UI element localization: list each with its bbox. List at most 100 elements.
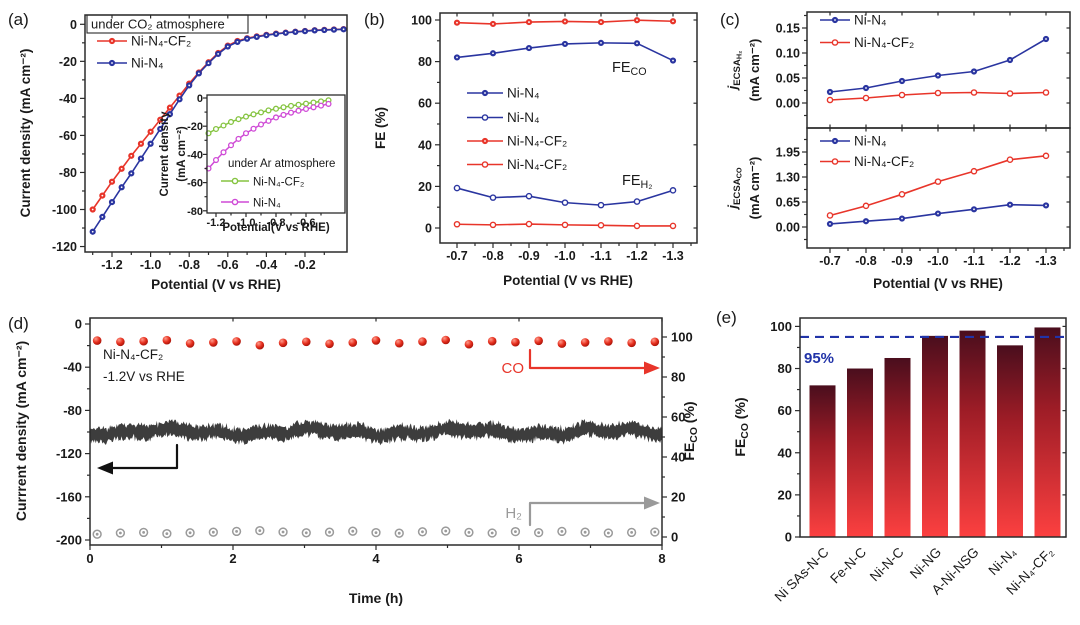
svg-text:40: 40 <box>418 138 432 152</box>
svg-text:Ni-N₄: Ni-N₄ <box>854 133 887 148</box>
svg-text:Potential (V vs RHE): Potential (V vs RHE) <box>873 276 1003 291</box>
svg-text:Ni-N₄-CF₂: Ni-N₄-CF₂ <box>507 157 567 172</box>
svg-text:2: 2 <box>229 551 236 566</box>
svg-text:-0.6: -0.6 <box>297 217 316 229</box>
svg-text:20: 20 <box>778 487 792 502</box>
svg-text:60: 60 <box>418 97 432 111</box>
svg-text:-1.0: -1.0 <box>237 217 256 229</box>
svg-text:0: 0 <box>197 93 203 105</box>
svg-text:-20: -20 <box>59 55 77 69</box>
svg-text:Ni-N₄-CF₂: Ni-N₄-CF₂ <box>131 33 191 48</box>
svg-text:Ni-N-C: Ni-N-C <box>867 544 907 584</box>
svg-text:FECO: FECO <box>612 60 647 78</box>
svg-text:-0.9: -0.9 <box>518 249 540 263</box>
svg-text:Ni-N₄: Ni-N₄ <box>507 85 540 100</box>
svg-text:CO: CO <box>502 360 525 377</box>
svg-text:-0.7: -0.7 <box>446 249 468 263</box>
svg-text:Potential (V vs RHE): Potential (V vs RHE) <box>503 273 633 288</box>
svg-text:Ni-N₄-CF₂: Ni-N₄-CF₂ <box>854 35 914 50</box>
svg-text:-1.0: -1.0 <box>554 249 576 263</box>
svg-text:-80: -80 <box>187 206 203 218</box>
svg-text:100: 100 <box>411 14 432 28</box>
svg-text:(mA cm⁻²): (mA cm⁻²) <box>747 39 762 102</box>
svg-text:0: 0 <box>86 551 93 566</box>
panel-e-bar-chart: 0 20 40 60 80 100 FECO (%) 95% Ni SAs-N-C Fe-N-C N… <box>700 305 1080 625</box>
panel-b-fe-chart: -0.7 -0.8 -0.9 -1.0 -1.1 -1.2 -1.3 0 20 40 60 80 100… <box>360 0 720 305</box>
svg-text:Fe-N-C: Fe-N-C <box>827 544 869 586</box>
svg-text:-40: -40 <box>63 360 82 375</box>
svg-text:-0.6: -0.6 <box>217 258 239 272</box>
svg-text:-0.8: -0.8 <box>482 249 504 263</box>
svg-text:-160: -160 <box>56 489 82 504</box>
svg-text:0.05: 0.05 <box>776 72 800 86</box>
svg-text:Current density (mA cm⁻²): Current density (mA cm⁻²) <box>18 49 33 218</box>
svg-text:Ni-N₄-CF₂: Ni-N₄-CF₂ <box>854 154 914 169</box>
svg-text:-40: -40 <box>187 149 203 161</box>
svg-text:-100: -100 <box>52 203 77 217</box>
svg-text:100: 100 <box>770 319 792 334</box>
svg-text:-60: -60 <box>59 129 77 143</box>
svg-text:-1.1: -1.1 <box>963 254 985 268</box>
svg-text:(mA cm⁻²): (mA cm⁻²) <box>747 157 762 220</box>
svg-text:Time (h): Time (h) <box>349 590 403 606</box>
svg-text:Ni SAs-N-C: Ni SAs-N-C <box>772 544 832 604</box>
svg-text:-0.2: -0.2 <box>294 258 316 272</box>
svg-text:Ni-N₄: Ni-N₄ <box>131 55 164 70</box>
svg-text:-1.2: -1.2 <box>999 254 1021 268</box>
svg-text:FECO (%): FECO (%) <box>732 397 751 456</box>
svg-text:Ni-N₄: Ni-N₄ <box>507 110 540 125</box>
svg-text:-0.4: -0.4 <box>256 258 278 272</box>
svg-text:-1.2: -1.2 <box>207 217 226 229</box>
svg-text:Potential (V vs RHE): Potential (V vs RHE) <box>151 277 281 292</box>
svg-text:H₂: H₂ <box>505 505 522 522</box>
svg-text:0: 0 <box>671 530 678 545</box>
panel-label-e: (e) <box>716 308 737 327</box>
svg-text:20: 20 <box>418 180 432 194</box>
svg-text:-120: -120 <box>56 446 82 461</box>
svg-text:-1.2: -1.2 <box>101 258 123 272</box>
svg-text:80: 80 <box>671 370 685 385</box>
panel-label-a: (a) <box>8 10 29 29</box>
svg-text:0.00: 0.00 <box>776 221 800 235</box>
svg-text:-80: -80 <box>63 403 82 418</box>
svg-text:-1.3: -1.3 <box>1035 254 1057 268</box>
svg-text:4: 4 <box>372 551 380 566</box>
svg-text:Current density: Current density <box>159 111 171 197</box>
svg-text:80: 80 <box>778 361 792 376</box>
svg-text:Ni-N₄-CF₂: Ni-N₄-CF₂ <box>103 347 163 362</box>
svg-text:FEH₂: FEH₂ <box>622 173 652 191</box>
svg-text:20: 20 <box>671 490 685 505</box>
svg-text:Currrent density (mA cm⁻²): Currrent density (mA cm⁻²) <box>13 341 29 521</box>
svg-text:-1.2: -1.2 <box>626 249 648 263</box>
svg-text:Ni-N₄: Ni-N₄ <box>854 12 887 27</box>
svg-text:-1.3: -1.3 <box>662 249 684 263</box>
svg-text:FECO (%): FECO (%) <box>681 401 700 460</box>
svg-text:-1.0: -1.0 <box>927 254 949 268</box>
svg-text:60: 60 <box>778 403 792 418</box>
svg-text:jECSACO: jECSACO <box>725 167 743 211</box>
svg-text:-0.8: -0.8 <box>178 258 200 272</box>
svg-text:Ni-N₄-CF₂: Ni-N₄-CF₂ <box>507 133 567 148</box>
svg-text:Ni-N₄: Ni-N₄ <box>986 545 1020 579</box>
svg-text:1.30: 1.30 <box>776 171 800 185</box>
svg-text:-60: -60 <box>187 178 203 190</box>
svg-text:0.10: 0.10 <box>776 47 800 61</box>
svg-text:-0.9: -0.9 <box>891 254 913 268</box>
panel-label-c: (c) <box>720 10 740 29</box>
svg-text:40: 40 <box>671 450 685 465</box>
svg-text:-1.0: -1.0 <box>140 258 162 272</box>
panel-label-d: (d) <box>8 314 29 333</box>
svg-text:8: 8 <box>658 551 665 566</box>
svg-text:-20: -20 <box>187 121 203 133</box>
svg-text:under Ar atmosphere: under Ar atmosphere <box>228 158 335 170</box>
svg-text:40: 40 <box>778 445 792 460</box>
svg-text:0: 0 <box>785 530 792 545</box>
svg-text:95%: 95% <box>804 350 834 367</box>
svg-text:(mA cm⁻²): (mA cm⁻²) <box>176 126 188 182</box>
panel-a-lsv-chart: -1.2 -1.0 -0.8 -0.6 -0.4 -0.2 0 -20 -40 -60 -80 -10… <box>0 0 360 305</box>
svg-text:Ni-N₄-CF₂: Ni-N₄-CF₂ <box>253 176 304 188</box>
svg-text:80: 80 <box>418 55 432 69</box>
svg-text:100: 100 <box>671 330 693 345</box>
svg-text:-80: -80 <box>59 166 77 180</box>
